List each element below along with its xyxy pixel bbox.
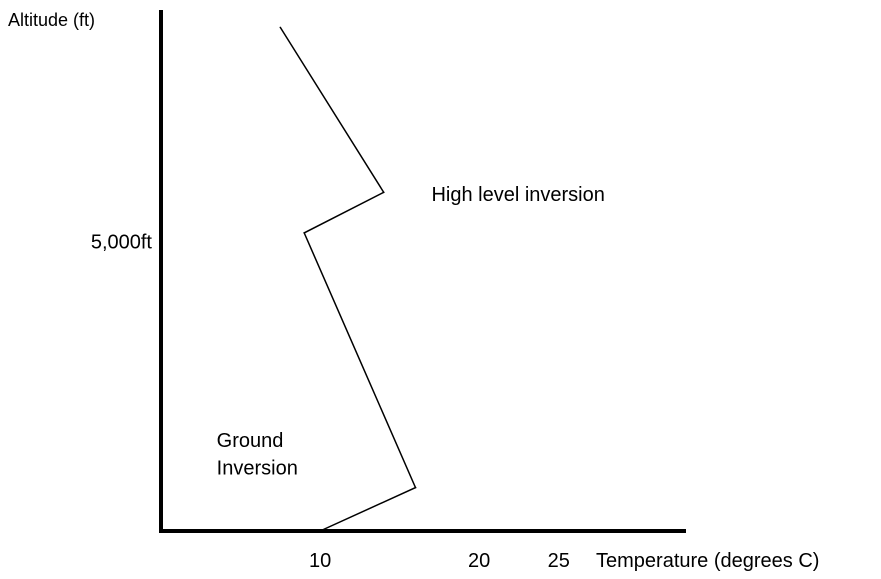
- y-tick-labels: 5,000ft: [91, 232, 153, 254]
- series-group: [279, 26, 417, 532]
- x-tick-label: 20: [468, 550, 490, 572]
- annotation-text: High level inversion: [431, 184, 604, 206]
- x-tick-label: 25: [548, 550, 570, 572]
- annotation-text: Inversion: [217, 457, 298, 479]
- x-tick-labels: 10 20 25: [309, 550, 570, 572]
- profile-vertex: [382, 191, 385, 194]
- profile-vertex: [303, 232, 305, 234]
- annotation-text: Ground: [217, 430, 284, 452]
- y-tick-label: 5,000ft: [91, 232, 153, 254]
- x-tick-label: 10: [309, 550, 331, 572]
- annotations: High level inversion Ground Inversion: [217, 184, 605, 479]
- x-axis-label: Temperature (degrees C): [596, 550, 819, 572]
- temperature-profile-line: [279, 27, 417, 532]
- y-axis-label: Altitude (ft): [8, 10, 95, 30]
- profile-vertex: [319, 530, 321, 532]
- profile-vertex: [279, 26, 282, 29]
- profile-vertex: [414, 486, 417, 489]
